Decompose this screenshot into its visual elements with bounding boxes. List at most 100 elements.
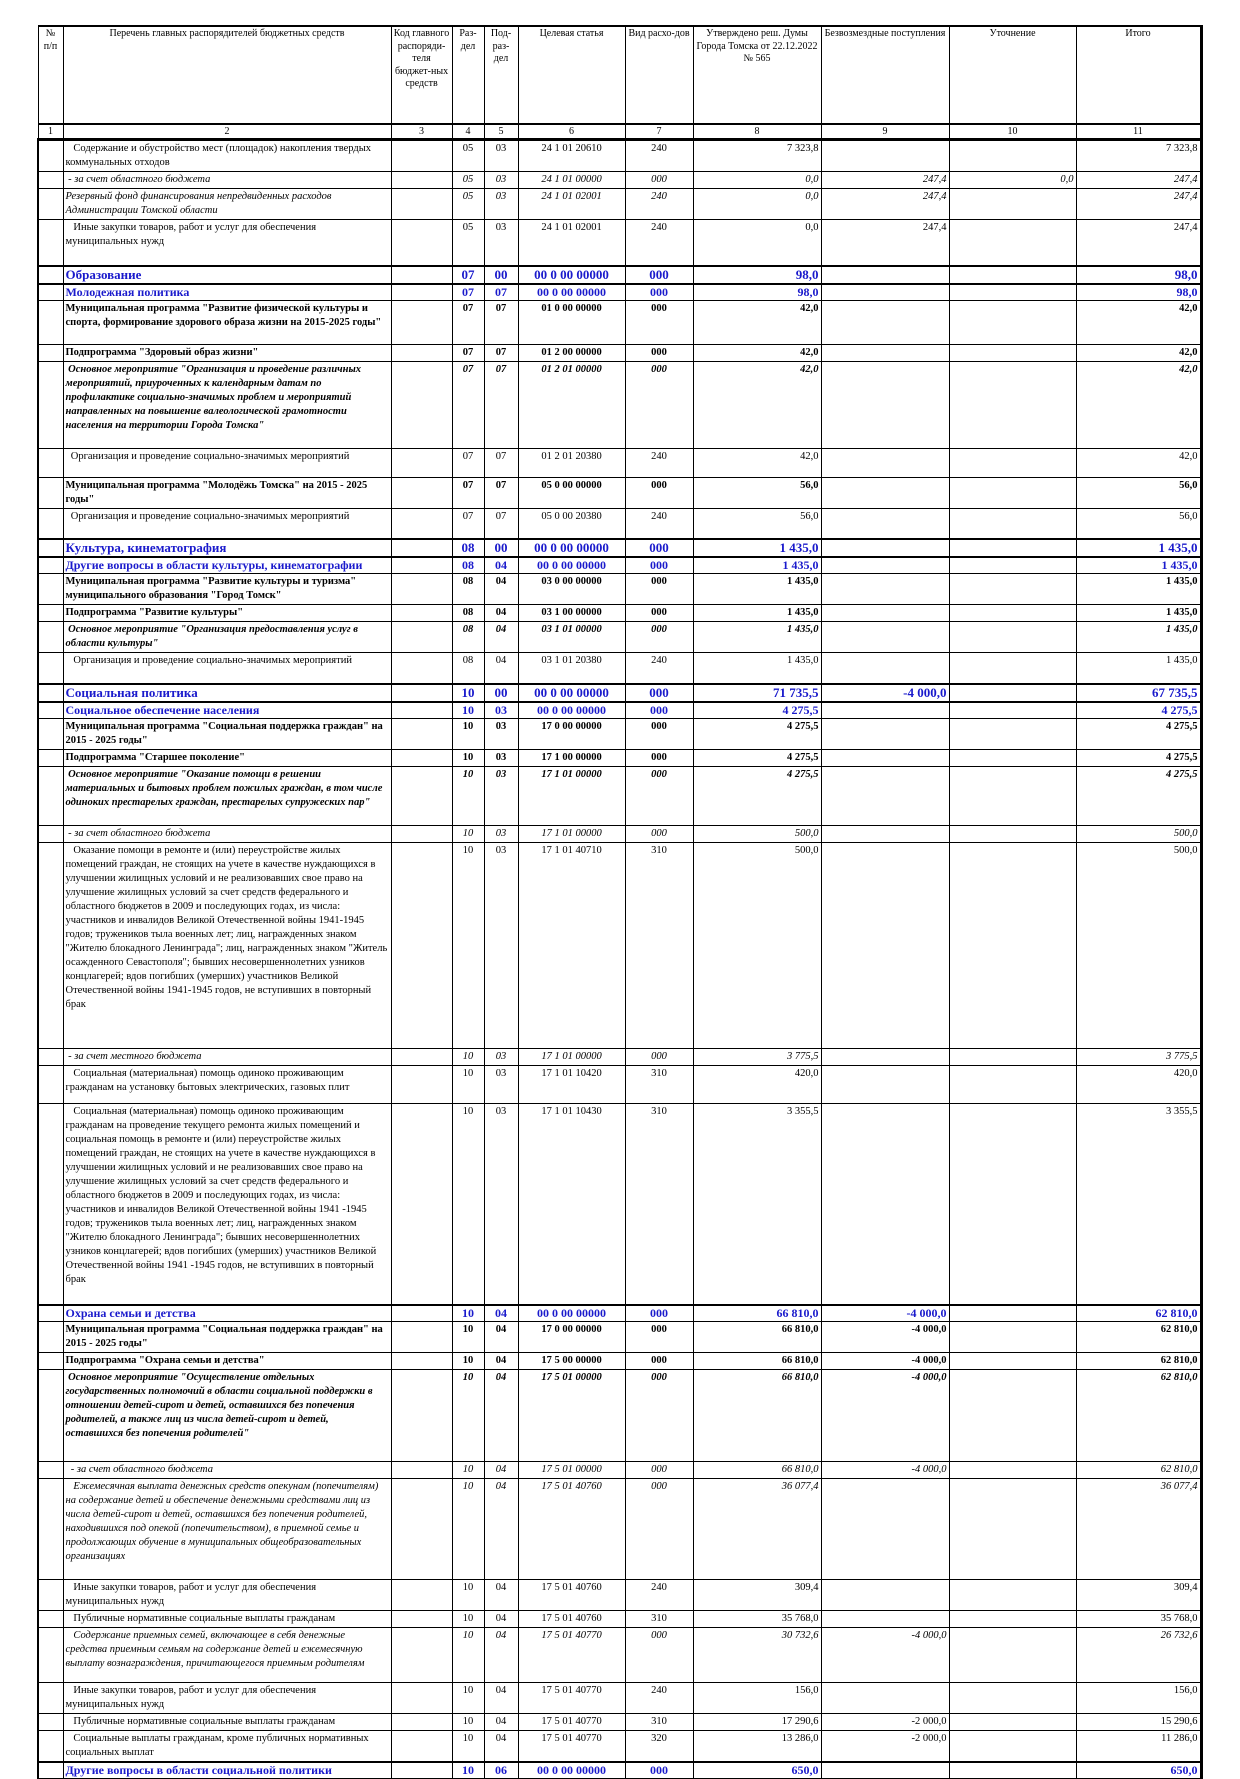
code-cell	[390, 1064, 453, 1104]
approved-amount-cell: 309,4	[692, 1579, 822, 1611]
expense-type-cell: 000	[624, 264, 694, 284]
table-row: Охрана семьи и детства 10 04 00 0 00 00000 0…	[37, 1304, 1202, 1322]
razdel-cell: 08	[451, 604, 485, 622]
razdel-cell: 08	[451, 621, 485, 653]
row-name-cell: Содержание приемных семей, включающее в …	[62, 1627, 392, 1683]
row-number-cell	[37, 299, 64, 345]
target-article-cell: 01 0 00 00000	[517, 299, 626, 345]
razdel-cell: 08	[451, 573, 485, 605]
code-cell	[390, 700, 453, 719]
expense-type-cell: 000	[624, 556, 694, 574]
total-cell: 247,4	[1075, 188, 1202, 220]
free-receipts-cell	[820, 1761, 950, 1779]
expense-type-cell: 310	[624, 1610, 694, 1628]
code-cell	[390, 139, 453, 172]
total-cell: 247,4	[1075, 219, 1202, 266]
razdel-cell: 10	[451, 1369, 485, 1462]
podrazdel-cell: 07	[483, 299, 519, 345]
razdel-cell: 07	[451, 360, 485, 449]
row-name-cell: - за счет областного бюджета	[62, 1461, 392, 1479]
clarification-cell	[948, 1369, 1077, 1462]
row-number-cell	[37, 1610, 64, 1628]
table-row: Основное мероприятие "Осуществление отде…	[37, 1369, 1202, 1462]
total-cell: 56,0	[1075, 507, 1202, 540]
podrazdel-cell: 04	[483, 1321, 519, 1353]
razdel-cell: 07	[451, 507, 485, 540]
podrazdel-cell: 03	[483, 188, 519, 220]
code-cell	[390, 299, 453, 345]
podrazdel-cell: 07	[483, 282, 519, 301]
column-number: 4	[451, 123, 485, 141]
code-cell	[390, 1102, 453, 1306]
row-name-cell: Муниципальная программа "Развитие физиче…	[62, 299, 392, 345]
expense-type-cell: 240	[624, 1682, 694, 1714]
razdel-cell: 05	[451, 171, 485, 189]
code-cell	[390, 343, 453, 362]
total-cell: 26 732,6	[1075, 1627, 1202, 1683]
table-row: Социальная (материальная) помощь одиноко…	[37, 1102, 1202, 1306]
row-name-cell: Иные закупки товаров, работ и услуг для …	[62, 219, 392, 266]
expense-type-cell: 000	[624, 748, 694, 767]
code-cell	[390, 188, 453, 220]
column-header: № п/п	[37, 25, 64, 125]
code-cell	[390, 1761, 453, 1779]
razdel-cell: 05	[451, 139, 485, 172]
target-article-cell: 17 5 01 40770	[517, 1713, 626, 1731]
approved-amount-cell: 1 435,0	[692, 573, 822, 605]
razdel-cell: 10	[451, 1304, 485, 1322]
approved-amount-cell: 17 290,6	[692, 1713, 822, 1731]
row-name-cell: Иные закупки товаров, работ и услуг для …	[62, 1579, 392, 1611]
row-name-cell: - за счет областного бюджета	[62, 171, 392, 189]
podrazdel-cell: 00	[483, 264, 519, 284]
approved-amount-cell: 42,0	[692, 299, 822, 345]
razdel-cell: 10	[451, 824, 485, 843]
approved-amount-cell: 35 768,0	[692, 1610, 822, 1628]
row-number-cell	[37, 264, 64, 284]
podrazdel-cell: 03	[483, 700, 519, 719]
row-name-cell: Образование	[62, 264, 392, 284]
expense-type-cell: 310	[624, 1713, 694, 1731]
code-cell	[390, 1304, 453, 1322]
row-number-cell	[37, 538, 64, 558]
expense-type-cell: 240	[624, 1579, 694, 1611]
code-cell	[390, 1730, 453, 1763]
code-cell	[390, 1352, 453, 1370]
free-receipts-cell: -2 000,0	[820, 1730, 950, 1763]
approved-amount-cell: 1 435,0	[692, 652, 822, 684]
code-cell	[390, 765, 453, 826]
row-name-cell: Подпрограмма "Охрана семьи и детства"	[62, 1352, 392, 1370]
razdel-cell: 10	[451, 1047, 485, 1066]
expense-type-cell: 000	[624, 538, 694, 558]
table-row: Основное мероприятие "Оказание помощи в …	[37, 765, 1202, 826]
target-article-cell: 03 1 00 00000	[517, 604, 626, 622]
expense-type-cell: 240	[624, 507, 694, 540]
target-article-cell: 17 5 01 40760	[517, 1478, 626, 1580]
table-row: Другие вопросы в области социальной поли…	[37, 1761, 1202, 1779]
row-name-cell: Организация и проведение социально-значи…	[62, 507, 392, 540]
expense-type-cell: 000	[624, 700, 694, 719]
expense-type-cell: 000	[624, 1627, 694, 1683]
column-number: 10	[948, 123, 1077, 141]
target-article-cell: 24 1 01 00000	[517, 171, 626, 189]
podrazdel-cell: 04	[483, 1304, 519, 1322]
column-number: 8	[692, 123, 822, 141]
row-name-cell: Молодежная политика	[62, 282, 392, 301]
expense-type-cell: 240	[624, 139, 694, 172]
target-article-cell: 00 0 00 00000	[517, 282, 626, 301]
row-name-cell: Основное мероприятие "Организация предос…	[62, 621, 392, 653]
approved-amount-cell: 4 275,5	[692, 765, 822, 826]
row-name-cell: - за счет местного бюджета	[62, 1047, 392, 1066]
target-article-cell: 05 0 00 20380	[517, 507, 626, 540]
free-receipts-cell	[820, 604, 950, 622]
row-number-cell	[37, 824, 64, 843]
approved-amount-cell: 66 810,0	[692, 1461, 822, 1479]
expense-type-cell: 000	[624, 1369, 694, 1462]
approved-amount-cell: 30 732,6	[692, 1627, 822, 1683]
expense-type-cell: 000	[624, 1461, 694, 1479]
total-cell: 156,0	[1075, 1682, 1202, 1714]
target-article-cell: 03 1 01 20380	[517, 652, 626, 684]
target-article-cell: 03 0 00 00000	[517, 573, 626, 605]
approved-amount-cell: 0,0	[692, 171, 822, 189]
razdel-cell: 05	[451, 219, 485, 266]
approved-amount-cell: 650,0	[692, 1761, 822, 1779]
